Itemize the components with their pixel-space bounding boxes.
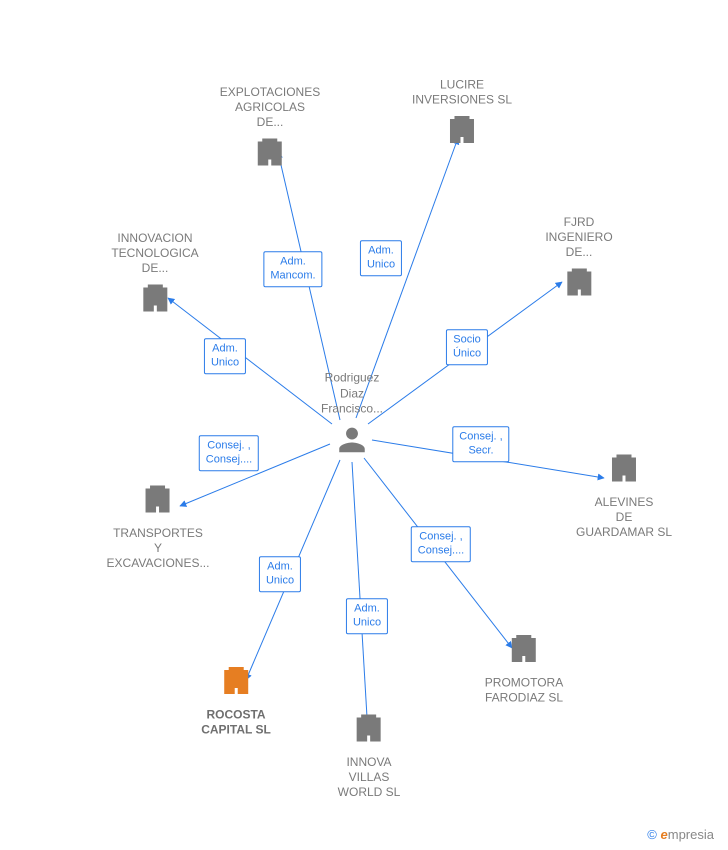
- node-label: ALEVINES DE GUARDAMAR SL: [576, 495, 672, 540]
- building-icon: [506, 631, 542, 667]
- footer-credit: © empresia: [647, 827, 714, 842]
- building-icon: [252, 134, 288, 170]
- building-icon: [218, 663, 254, 699]
- copyright-symbol: ©: [647, 827, 657, 842]
- center-node[interactable]: [335, 423, 369, 462]
- node-label: FJRD INGENIERO DE...: [545, 215, 612, 260]
- node-label: TRANSPORTES Y EXCAVACIONES...: [107, 526, 210, 571]
- edge-label: Adm. Unico: [360, 240, 402, 276]
- node-label: LUCIRE INVERSIONES SL: [412, 78, 512, 108]
- node-transportes[interactable]: TRANSPORTES Y EXCAVACIONES...: [107, 481, 210, 571]
- building-icon: [606, 450, 642, 486]
- person-icon: [335, 423, 369, 457]
- node-label: INNOVACION TECNOLOGICA DE...: [111, 231, 198, 276]
- edge-label: Adm. Unico: [259, 556, 301, 592]
- building-icon: [444, 112, 480, 148]
- edge-label: Adm. Unico: [204, 338, 246, 374]
- building-icon: [351, 710, 387, 746]
- node-explotaciones[interactable]: EXPLOTACIONES AGRICOLAS DE...: [220, 85, 320, 175]
- building-icon: [137, 280, 173, 316]
- node-lucire[interactable]: LUCIRE INVERSIONES SL: [412, 78, 512, 153]
- node-innova[interactable]: INNOVA VILLAS WORLD SL: [338, 710, 401, 800]
- node-innovacion[interactable]: INNOVACION TECNOLOGICA DE...: [111, 231, 198, 321]
- node-label: INNOVA VILLAS WORLD SL: [338, 755, 401, 800]
- diagram-canvas: EXPLOTACIONES AGRICOLAS DE... LUCIRE INV…: [0, 0, 728, 850]
- building-icon: [561, 264, 597, 300]
- building-icon: [140, 481, 176, 517]
- brand-e: e: [661, 827, 668, 842]
- edge-label: Consej. , Consej....: [199, 435, 259, 471]
- edge-label: Adm. Unico: [346, 598, 388, 634]
- edge-label: Socio Único: [446, 329, 488, 365]
- edge-label: Adm. Mancom.: [263, 251, 322, 287]
- edge-label: Consej. , Secr.: [452, 426, 509, 462]
- node-label: ROCOSTA CAPITAL SL: [201, 708, 271, 738]
- node-promotora[interactable]: PROMOTORA FARODIAZ SL: [485, 631, 563, 706]
- node-alevines[interactable]: ALEVINES DE GUARDAMAR SL: [576, 450, 672, 540]
- node-label: PROMOTORA FARODIAZ SL: [485, 676, 563, 706]
- node-label: EXPLOTACIONES AGRICOLAS DE...: [220, 85, 320, 130]
- center-node-label: Rodriguez Diaz Francisco...: [321, 371, 383, 418]
- node-rocosta[interactable]: ROCOSTA CAPITAL SL: [201, 663, 271, 738]
- edge-label: Consej. , Consej....: [411, 526, 471, 562]
- node-fjrd[interactable]: FJRD INGENIERO DE...: [545, 215, 612, 305]
- brand-rest: mpresia: [668, 827, 714, 842]
